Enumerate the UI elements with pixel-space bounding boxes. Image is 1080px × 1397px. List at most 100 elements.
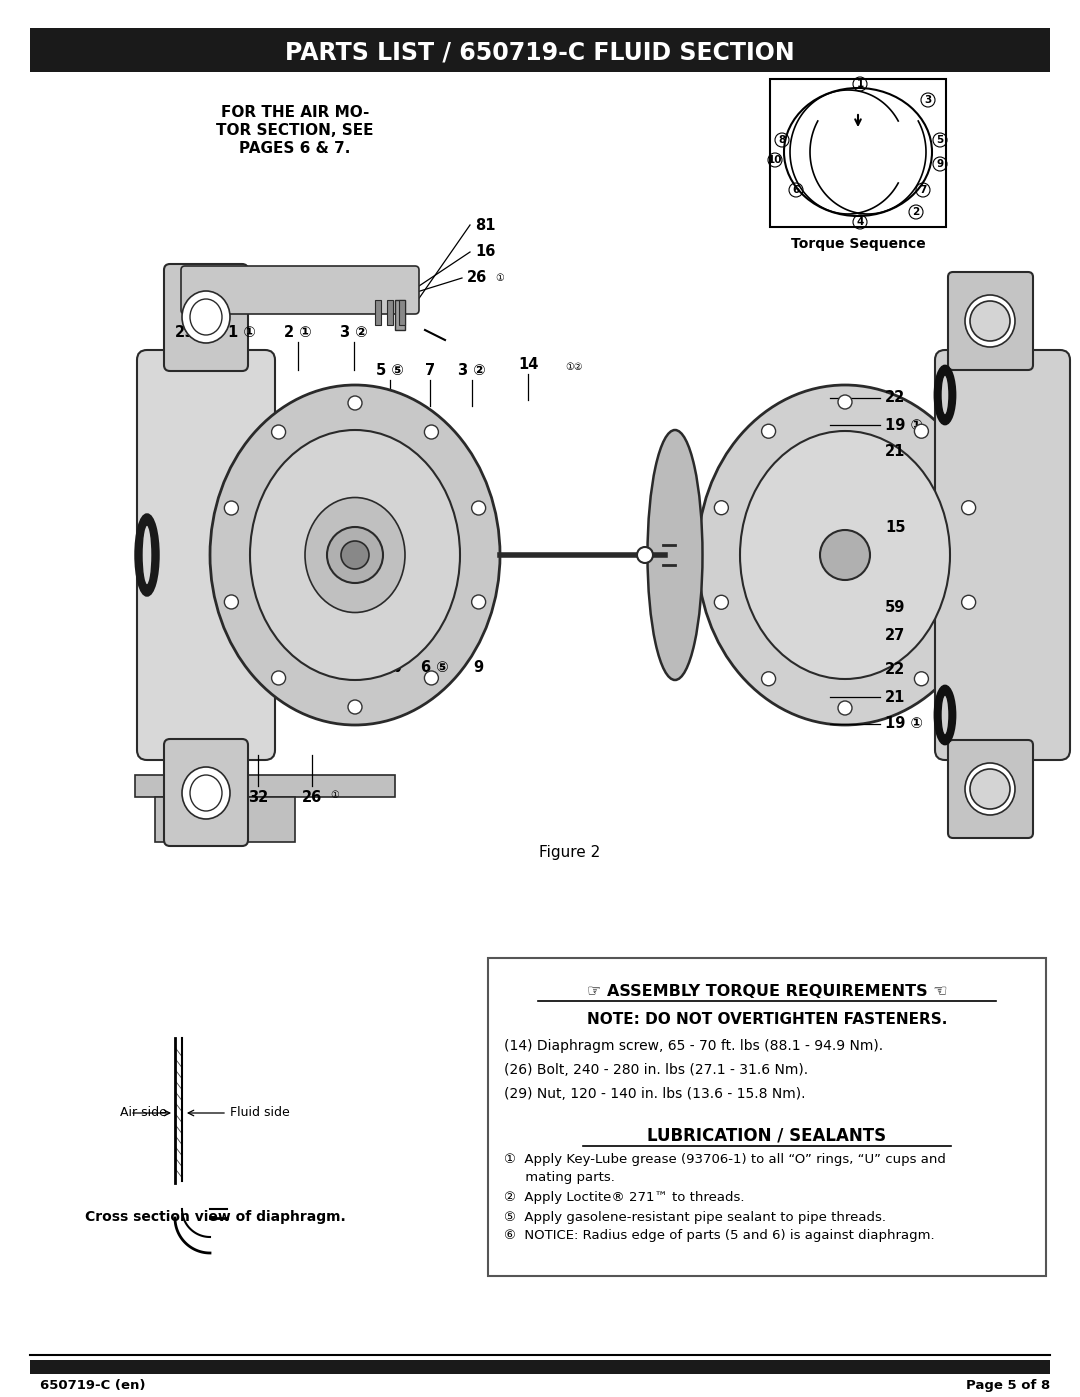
Circle shape	[838, 701, 852, 715]
Ellipse shape	[941, 374, 949, 415]
Text: 16: 16	[192, 789, 212, 805]
Text: (26) Bolt, 240 - 280 in. lbs (27.1 - 31.6 Nm).: (26) Bolt, 240 - 280 in. lbs (27.1 - 31.…	[504, 1063, 808, 1077]
Circle shape	[424, 425, 438, 439]
Text: 2: 2	[913, 207, 920, 217]
Circle shape	[271, 425, 285, 439]
Bar	[488, 958, 1047, 1275]
Circle shape	[970, 768, 1010, 809]
Text: ⑥  NOTICE: Radius edge of parts (5 and 6) is against diaphragm.: ⑥ NOTICE: Radius edge of parts (5 and 6)…	[504, 1229, 934, 1242]
Text: ①  Apply Key-Lube grease (93706-1) to all “O” rings, “U” cups and: ① Apply Key-Lube grease (93706-1) to all…	[504, 1154, 946, 1166]
Text: 3: 3	[924, 95, 932, 105]
Text: 6 ⑤: 6 ⑤	[421, 659, 449, 675]
Text: 32: 32	[248, 789, 268, 805]
FancyBboxPatch shape	[935, 351, 1070, 760]
Circle shape	[761, 672, 775, 686]
Text: 59: 59	[885, 601, 905, 616]
Bar	[30, 1361, 1050, 1375]
Bar	[215, 798, 295, 842]
Text: 81: 81	[475, 218, 496, 232]
Text: 22: 22	[885, 391, 905, 405]
Circle shape	[327, 527, 383, 583]
Text: 14: 14	[517, 358, 538, 372]
Text: 15: 15	[885, 521, 905, 535]
Text: Torque Sequence: Torque Sequence	[791, 237, 926, 251]
FancyBboxPatch shape	[137, 351, 275, 760]
Text: 29: 29	[175, 326, 195, 339]
Text: Figure 2: Figure 2	[539, 845, 600, 861]
Text: ☞ ASSEMBLY TORQUE REQUIREMENTS ☜: ☞ ASSEMBLY TORQUE REQUIREMENTS ☜	[586, 983, 947, 999]
Ellipse shape	[210, 386, 500, 725]
Circle shape	[838, 395, 852, 409]
Bar	[30, 28, 1050, 73]
Text: 16: 16	[475, 244, 496, 260]
Circle shape	[961, 500, 975, 514]
Text: 5 ⑤: 5 ⑤	[376, 363, 404, 379]
Ellipse shape	[183, 291, 230, 344]
Text: ⑤  Apply gasolene-resistant pipe sealant to pipe threads.: ⑤ Apply gasolene-resistant pipe sealant …	[504, 1210, 886, 1224]
Text: ①: ①	[495, 272, 503, 284]
Text: (29) Nut, 120 - 140 in. lbs (13.6 - 15.8 Nm).: (29) Nut, 120 - 140 in. lbs (13.6 - 15.8…	[504, 1087, 806, 1101]
Text: 7: 7	[919, 184, 927, 196]
FancyBboxPatch shape	[181, 265, 419, 314]
Text: Fluid side: Fluid side	[230, 1106, 289, 1119]
Circle shape	[970, 300, 1010, 341]
Bar	[156, 798, 235, 842]
Text: 8: 8	[779, 136, 785, 145]
Text: 3 ②: 3 ②	[458, 363, 486, 379]
Ellipse shape	[966, 295, 1015, 346]
Ellipse shape	[249, 430, 460, 680]
Text: 6: 6	[793, 184, 799, 196]
Text: 9: 9	[936, 159, 944, 169]
Text: (14) Diaphragm screw, 65 - 70 ft. lbs (88.1 - 94.9 Nm).: (14) Diaphragm screw, 65 - 70 ft. lbs (8…	[504, 1039, 883, 1053]
FancyBboxPatch shape	[164, 739, 248, 847]
Ellipse shape	[941, 694, 949, 735]
Text: PAGES 6 & 7.: PAGES 6 & 7.	[240, 141, 351, 156]
Circle shape	[348, 395, 362, 409]
Bar	[395, 300, 405, 330]
FancyBboxPatch shape	[948, 740, 1032, 838]
Bar	[387, 300, 393, 326]
Text: 19 ①: 19 ①	[885, 418, 923, 433]
Ellipse shape	[183, 767, 230, 819]
Ellipse shape	[648, 430, 702, 680]
Text: 3 ②: 3 ②	[340, 326, 368, 339]
Text: FOR THE AIR MO-: FOR THE AIR MO-	[220, 105, 369, 120]
Circle shape	[472, 595, 486, 609]
Text: TOR SECTION, SEE: TOR SECTION, SEE	[216, 123, 374, 138]
Text: Cross section view of diaphragm.: Cross section view of diaphragm.	[84, 1210, 346, 1224]
Text: 9: 9	[473, 659, 483, 675]
Circle shape	[637, 548, 653, 563]
Text: Tab: Tab	[374, 659, 403, 675]
Text: 1: 1	[856, 80, 864, 89]
Text: 2 ①: 2 ①	[284, 326, 312, 339]
Circle shape	[348, 700, 362, 714]
Ellipse shape	[141, 525, 152, 585]
Circle shape	[915, 672, 929, 686]
Ellipse shape	[136, 515, 158, 595]
Text: ①: ①	[330, 789, 339, 800]
Ellipse shape	[935, 686, 955, 745]
Circle shape	[915, 425, 929, 439]
Circle shape	[714, 500, 728, 514]
Text: 1 ①: 1 ①	[228, 326, 256, 339]
Ellipse shape	[966, 763, 1015, 814]
Text: 21: 21	[885, 690, 905, 704]
Circle shape	[714, 595, 728, 609]
Circle shape	[271, 671, 285, 685]
Bar	[399, 300, 405, 326]
Circle shape	[472, 502, 486, 515]
Text: 19 ①: 19 ①	[885, 717, 923, 732]
Text: LUBRICATION / SEALANTS: LUBRICATION / SEALANTS	[647, 1127, 887, 1146]
Circle shape	[961, 595, 975, 609]
Circle shape	[225, 595, 239, 609]
Ellipse shape	[740, 432, 950, 679]
Text: 650719-C (en): 650719-C (en)	[40, 1379, 146, 1391]
Text: 5: 5	[936, 136, 944, 145]
Text: 10: 10	[768, 155, 782, 165]
Text: NOTE: DO NOT OVERTIGHTEN FASTENERS.: NOTE: DO NOT OVERTIGHTEN FASTENERS.	[586, 1011, 947, 1027]
Text: Page 5 of 8: Page 5 of 8	[966, 1379, 1050, 1391]
Text: 4: 4	[856, 217, 864, 226]
Circle shape	[341, 541, 369, 569]
Text: 27: 27	[885, 627, 905, 643]
Ellipse shape	[305, 497, 405, 612]
